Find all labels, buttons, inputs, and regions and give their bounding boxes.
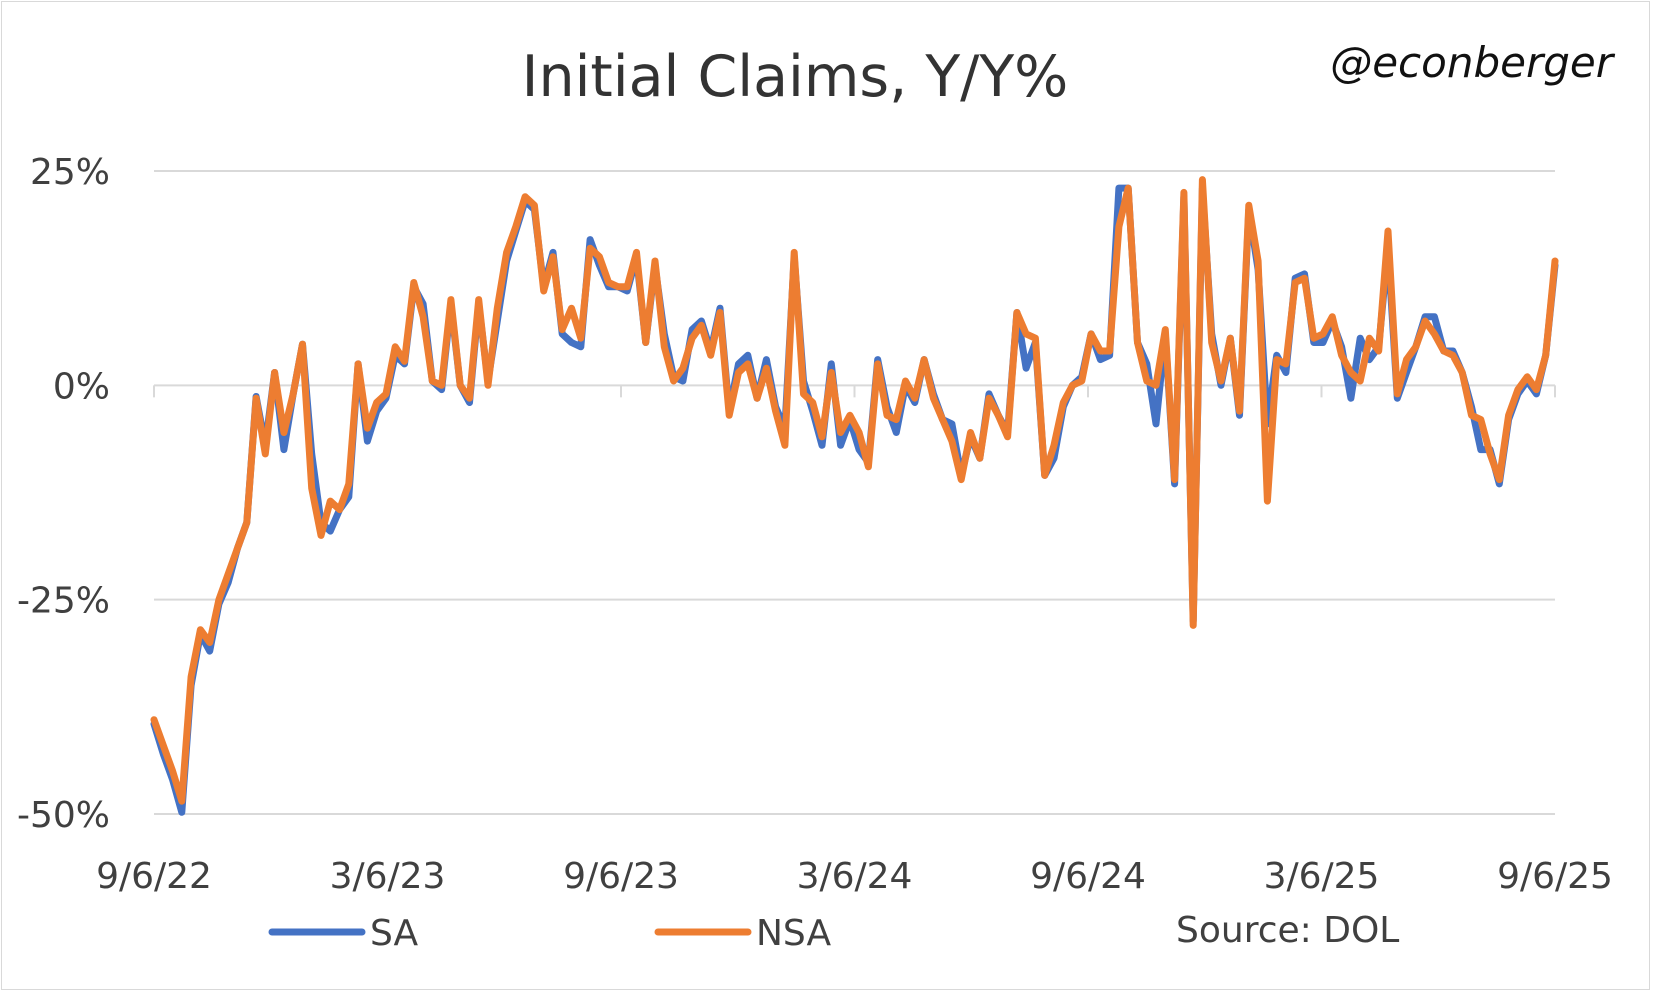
x-tick-label: 9/6/24 (1030, 856, 1146, 897)
x-tick-label: 9/6/25 (1497, 856, 1613, 897)
series-lines (150, 176, 1559, 816)
y-tick-label: -25% (17, 581, 110, 622)
legend-label-nsa: NSA (756, 913, 831, 954)
y-tick-label: 0% (53, 366, 110, 407)
series-line-nsa (150, 176, 1559, 805)
x-tick-label: 3/6/25 (1264, 856, 1380, 897)
source-note: Source: DOL (1176, 910, 1400, 951)
x-tick-label: 3/6/24 (797, 856, 913, 897)
y-axis-ticks: 25% 0% -25% -50% (17, 152, 110, 836)
legend-label-sa: SA (370, 913, 419, 954)
watermark-handle: @econberger (1330, 38, 1613, 87)
x-tick-label: 9/6/22 (96, 856, 212, 897)
x-axis-ticks: 9/6/22 3/6/23 9/6/23 3/6/24 9/6/24 3/6/25 9/6/… (96, 385, 1613, 897)
chart-title: Initial Claims, Y/Y% (521, 44, 1069, 110)
y-tick-label: 25% (30, 152, 110, 193)
x-tick-label: 3/6/23 (330, 856, 446, 897)
grid-lines (154, 170, 1555, 815)
legend: SA NSA (268, 913, 831, 954)
series-line-sa (150, 184, 1559, 816)
x-tick-label: 9/6/23 (563, 856, 679, 897)
y-tick-label: -50% (17, 795, 110, 836)
